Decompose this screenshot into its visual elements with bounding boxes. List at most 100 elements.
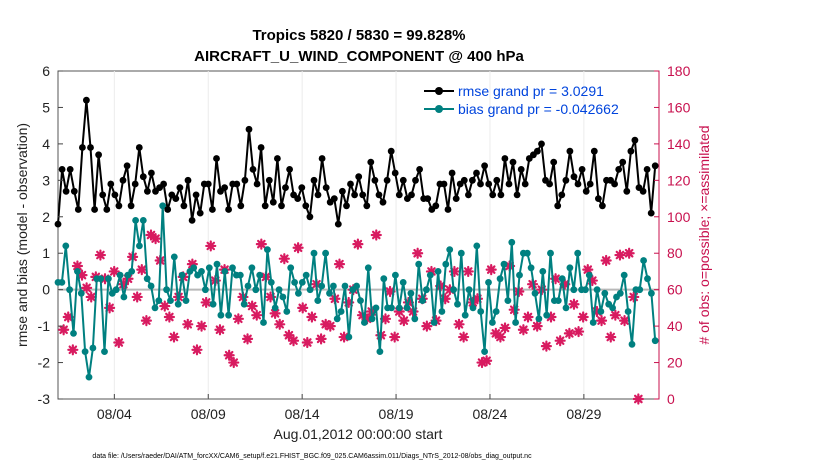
rmse-point	[546, 180, 553, 188]
obs-count-glyph	[591, 305, 603, 318]
rmse-point	[79, 144, 86, 151]
rmse-point	[176, 184, 184, 192]
obs-count-marker	[223, 349, 235, 361]
obs-count-glyph	[379, 313, 392, 325]
bias-point	[112, 286, 120, 294]
obs-count-glyph	[333, 258, 346, 270]
bias-point	[585, 271, 593, 279]
left-tick-label: 2	[42, 209, 50, 225]
rmse-point	[261, 202, 269, 210]
rmse-point	[460, 176, 468, 184]
obs-count-marker	[159, 300, 171, 312]
rmse-point	[111, 191, 119, 199]
bias-point	[500, 260, 508, 268]
obs-count-glyph	[297, 302, 309, 314]
obs-count-marker	[278, 253, 290, 265]
rmse-point	[432, 202, 440, 210]
obs-count-marker	[632, 393, 644, 405]
data-file-footer: data file: /Users/raeder/DAI/ATM_forcXX/…	[92, 453, 532, 460]
chart-title-line2: AIRCRAFT_U_WIND_COMPONENT @ 400 hPa	[194, 48, 524, 65]
obs-count-marker	[333, 258, 346, 270]
rmse-point	[647, 209, 655, 217]
obs-count-marker	[499, 322, 511, 334]
bias-point	[190, 264, 198, 272]
rmse-point	[383, 176, 391, 184]
obs-count-marker	[471, 293, 484, 305]
bias-point	[489, 319, 496, 326]
obs-count-marker	[444, 284, 456, 296]
x-tick-label: 08/29	[566, 406, 601, 422]
bias-point	[558, 275, 566, 283]
rmse-point	[351, 191, 358, 199]
rmse-point	[298, 184, 306, 192]
obs-count-glyph	[214, 324, 226, 336]
obs-count-glyph	[62, 311, 74, 323]
obs-count-glyph	[605, 331, 617, 343]
obs-count-marker	[490, 327, 502, 339]
bias-point	[430, 319, 438, 326]
bias-point	[357, 297, 364, 304]
bias-point	[562, 304, 570, 312]
obs-count-glyph	[614, 249, 626, 261]
bias-point	[170, 253, 178, 261]
bias-point	[616, 289, 624, 297]
rmse-point	[513, 191, 521, 199]
obs-count-glyph	[563, 327, 575, 339]
obs-count-glyph	[306, 311, 318, 323]
obs-count-glyph	[186, 258, 198, 270]
bias-point	[512, 319, 519, 326]
obs-count-marker	[605, 331, 617, 343]
right-axis-ticks: 0 20 40 60 80 100 120 140 160 180	[654, 63, 691, 407]
obs-count-marker	[338, 331, 350, 343]
obs-count-marker	[545, 311, 557, 323]
obs-count-marker	[481, 355, 493, 367]
bias-point	[477, 308, 485, 315]
bias-point	[139, 217, 147, 224]
x-tick-label: 08/04	[97, 406, 132, 422]
bias-point	[574, 249, 582, 257]
obs-count-marker	[255, 238, 267, 250]
obs-count-marker	[182, 318, 194, 330]
obs-count-marker	[81, 282, 93, 294]
bias-point	[368, 315, 376, 323]
obs-count-marker	[274, 318, 286, 330]
x-tick-label: 08/09	[191, 406, 226, 422]
bias-point	[337, 308, 345, 315]
rmse-point	[310, 176, 318, 184]
obs-count-marker	[85, 291, 97, 303]
obs-count-glyph	[228, 356, 240, 369]
bias-point	[267, 279, 275, 286]
x-tick-label: 08/24	[472, 406, 507, 422]
obs-count-marker	[568, 298, 580, 310]
left-tick-label: -1	[38, 318, 51, 334]
bias-point	[271, 304, 279, 312]
obs-count-glyph	[136, 264, 148, 276]
obs-count-glyph	[618, 315, 631, 327]
rmse-point	[363, 202, 371, 210]
obs-count-marker	[315, 333, 327, 345]
rmse-point	[444, 206, 452, 213]
obs-count-glyph	[458, 331, 470, 343]
rmse-point	[172, 195, 180, 203]
obs-count-marker	[195, 320, 208, 332]
obs-count-glyph	[287, 335, 300, 347]
bias-point	[644, 275, 651, 283]
obs-count-marker	[370, 229, 382, 241]
rmse-point	[517, 166, 525, 173]
right-tick-label: 180	[667, 63, 691, 79]
obs-count-marker	[425, 265, 438, 278]
bias-point	[62, 242, 70, 250]
rmse-point	[188, 217, 196, 224]
bias-point	[198, 268, 205, 275]
obs-count-marker	[62, 311, 74, 323]
obs-count-glyph	[117, 278, 130, 290]
bias-point	[454, 300, 461, 308]
bias-point	[457, 249, 465, 257]
rmse-point	[249, 166, 257, 173]
rmse-point	[574, 180, 582, 188]
obs-count-marker	[572, 325, 585, 338]
obs-count-glyph	[108, 265, 120, 278]
rmse-point	[651, 162, 659, 170]
obs-count-marker	[586, 274, 598, 287]
